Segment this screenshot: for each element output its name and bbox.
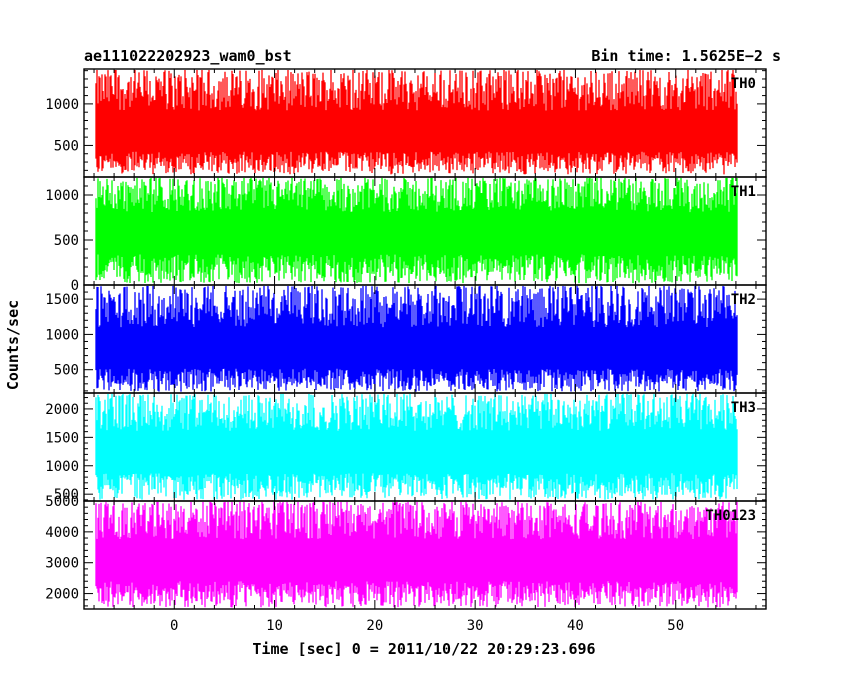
y-tick-label: 1500	[45, 430, 79, 446]
x-tick-label: 50	[667, 618, 684, 634]
chart-title-right: Bin time: 1.5625E−2 s	[591, 47, 781, 65]
series-th3	[95, 394, 738, 500]
panel-th0123: 2000 3000 4000 5000 TH0123	[45, 494, 767, 610]
panel-frame	[83, 500, 767, 610]
y-tick-label: 1500	[45, 292, 79, 308]
panel-th1: 0 500 1000 TH1	[45, 176, 767, 294]
y-tick-label: 3000	[45, 556, 79, 572]
x-axis: 0 10 20 30 40 50	[93, 69, 757, 634]
y-tick-label: 2000	[45, 402, 79, 418]
x-tick-label: 30	[467, 618, 484, 634]
series-th2	[95, 286, 738, 392]
x-tick-label: 0	[170, 618, 178, 634]
panel-label: TH2	[731, 292, 756, 308]
panel-label: TH3	[731, 400, 756, 416]
y-tick-label: 500	[54, 363, 79, 379]
panel-th2: 500 1000 1500 TH2	[45, 284, 767, 394]
y-tick-label: 1000	[45, 459, 79, 475]
y-tick-label: 0	[71, 278, 79, 294]
panel-label: TH1	[731, 184, 756, 200]
y-tick-label: 1000	[45, 97, 79, 113]
y-tick-label: 500	[54, 487, 79, 503]
panel-th0: 500 1000 TH0	[45, 68, 767, 178]
series-th1	[95, 178, 738, 284]
y-axis-label: Counts/sec	[4, 300, 22, 390]
panels: 500 1000 TH0 0 500 1000 TH1 500 1000 1500 TH2 500 10…	[45, 68, 767, 610]
y-tick-label: 500	[54, 138, 79, 154]
panel-label: TH0123	[705, 508, 756, 524]
x-tick-label: 20	[366, 618, 383, 634]
y-tick-label: 500	[54, 233, 79, 249]
series-th0	[95, 70, 738, 175]
y-tick-label: 2000	[45, 587, 79, 603]
y-tick-label: 1000	[45, 188, 79, 204]
x-tick-label: 10	[266, 618, 283, 634]
y-tick-label: 1000	[45, 327, 79, 343]
panel-th3: 500 1000 1500 2000 TH3	[45, 392, 767, 503]
panel-label: TH0	[731, 76, 756, 92]
x-axis-label: Time [sec] 0 = 2011/10/22 20:29:23.696	[252, 640, 595, 658]
x-tick-label: 40	[567, 618, 584, 634]
y-tick-label: 4000	[45, 525, 79, 541]
series-th0123	[95, 502, 738, 608]
chart-title-left: ae111022202923_wam0_bst	[84, 47, 292, 65]
y-tick-label: 5000	[45, 494, 79, 510]
